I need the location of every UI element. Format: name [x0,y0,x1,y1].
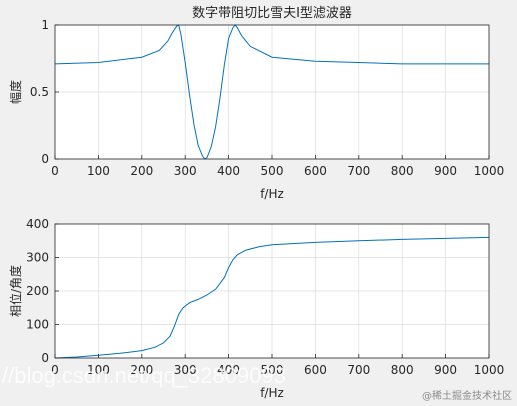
phase-x-tick-label: 200 [130,363,153,377]
magnitude-x-tick-label: 300 [174,164,197,178]
phase-x-tick-label: 1000 [474,363,505,377]
phase-x-ticks: 0 100 200 300 400 500 600 700 800 900 1000 [51,354,504,377]
magnitude-y-tick-label: 1 [41,18,49,32]
phase-x-label: f/Hz [260,386,284,400]
phase-x-tick-label: 900 [434,363,457,377]
magnitude-x-tick-label: 700 [347,164,370,178]
phase-y-tick-label: 400 [26,217,49,231]
phase-y-tick-label: 100 [26,318,49,332]
magnitude-x-tick-label: 100 [87,164,110,178]
magnitude-title: 数字带阻切比雪夫I型滤波器 [192,6,352,21]
magnitude-x-tick-label: 400 [217,164,240,178]
magnitude-axes: 0 100 200 300 400 500 600 700 800 900 1000 00.51 数… [8,6,504,201]
phase-x-tick-label: 800 [391,363,414,377]
site-watermark: @稀土掘金技术社区 [422,389,512,402]
magnitude-series-line [54,24,489,160]
magnitude-y-ticks: 00.51 [30,18,59,166]
phase-axes: 0 100 200 300 400 500 600 700 800 900 1000 0 100 200… [8,217,504,400]
magnitude-x-tick-label: 500 [261,164,284,178]
phase-x-tick-label: 700 [347,363,370,377]
magnitude-x-tick-label: 600 [304,164,327,178]
magnitude-x-tick-label: 1000 [474,164,505,178]
magnitude-x-ticks: 0 100 200 300 400 500 600 700 800 900 1000 [51,155,504,178]
phase-series-line [54,236,490,359]
phase-x-tick-label: 600 [304,363,327,377]
phase-y-ticks: 0 100 200 300 400 [26,217,59,365]
phase-x-tick-label: 500 [261,363,284,377]
magnitude-x-tick-label: 800 [391,164,414,178]
magnitude-x-label: f/Hz [260,187,284,201]
phase-x-tick-label: 400 [217,363,240,377]
phase-y-tick-label: 0 [41,351,49,365]
phase-y-tick-label: 300 [26,251,49,265]
phase-y-tick-label: 200 [26,284,49,298]
magnitude-y-tick-label: 0.5 [30,85,49,99]
phase-x-tick-label: 0 [51,363,59,377]
magnitude-x-tick-label: 900 [434,164,457,178]
phase-x-tick-label: 100 [87,363,110,377]
magnitude-y-label: 幅度 [8,80,23,104]
magnitude-x-tick-label: 0 [51,164,59,178]
phase-x-tick-label: 300 [174,363,197,377]
url-watermark: //blog.csdn.net/qq_32809093 [2,363,286,388]
magnitude-x-tick-label: 200 [130,164,153,178]
phase-y-label: 相位/角度 [8,265,23,317]
magnitude-y-tick-label: 0 [41,152,49,166]
